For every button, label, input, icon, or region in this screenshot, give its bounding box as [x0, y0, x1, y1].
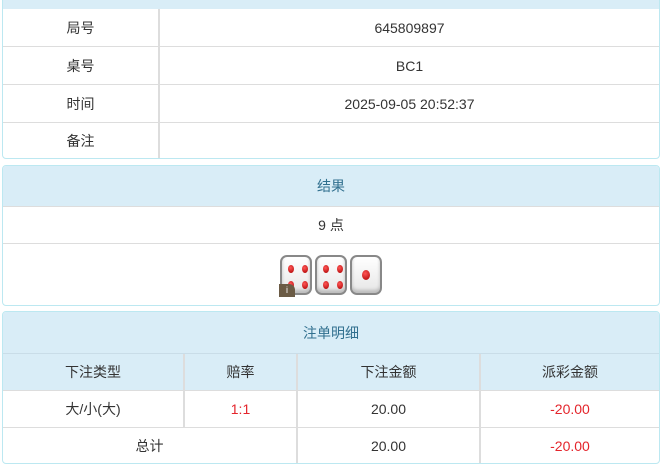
info-panel: 局号 645809897 桌号 BC1 时间 2025-09-05 20:52:37 … [2, 0, 660, 159]
die-pip [362, 269, 370, 280]
die-pip [288, 264, 294, 273]
payout: -20.00 [479, 391, 659, 427]
header-odds: 赔率 [183, 354, 296, 390]
label-remark: 备注 [66, 133, 95, 149]
value-time: 2025-09-05 20:52:37 [158, 85, 659, 122]
dice-row: i [3, 243, 659, 305]
info-panel-header [3, 0, 659, 9]
value-round: 645809897 [158, 9, 659, 46]
result-points: 9 点 [318, 217, 344, 233]
odds: 1:1 [183, 391, 296, 427]
total-row: 总计 20.00 -20.00 [3, 427, 659, 463]
label-table: 桌号 [66, 57, 95, 74]
bet-amount: 20.00 [296, 391, 479, 427]
bet-details-title: 注单明细 [3, 312, 659, 353]
die-pip [302, 264, 308, 273]
die-1 [350, 254, 382, 295]
die-pip [323, 280, 329, 289]
label-time: 时间 [66, 95, 95, 112]
header-payout: 派彩金额 [479, 354, 659, 390]
total-amount: 20.00 [296, 428, 479, 463]
die-pip [323, 264, 329, 273]
die-4: i [279, 254, 312, 297]
value-table: BC1 [158, 47, 659, 84]
info-icon[interactable]: i [279, 283, 295, 297]
bet-details-panel: 注单明细 下注类型 赔率 下注金额 派彩金额 大/小(大) 1:1 20.00 … [2, 311, 660, 464]
die-4 [315, 254, 347, 295]
header-bet-amount: 下注金额 [296, 354, 479, 390]
die-pip [337, 280, 343, 289]
total-label: 总计 [135, 438, 164, 454]
result-panel: 结果 9 点 i [2, 165, 660, 306]
label-round: 局号 [66, 19, 95, 36]
bet-type: 大/小(大) [65, 401, 121, 417]
die-pip [302, 280, 308, 289]
result-title: 结果 [3, 166, 659, 206]
die-pip [337, 264, 343, 273]
value-remark [158, 123, 659, 158]
header-bet-type: 下注类型 [65, 364, 121, 380]
table-row: 大/小(大) 1:1 20.00 -20.00 [3, 390, 659, 427]
total-payout: -20.00 [479, 428, 659, 463]
